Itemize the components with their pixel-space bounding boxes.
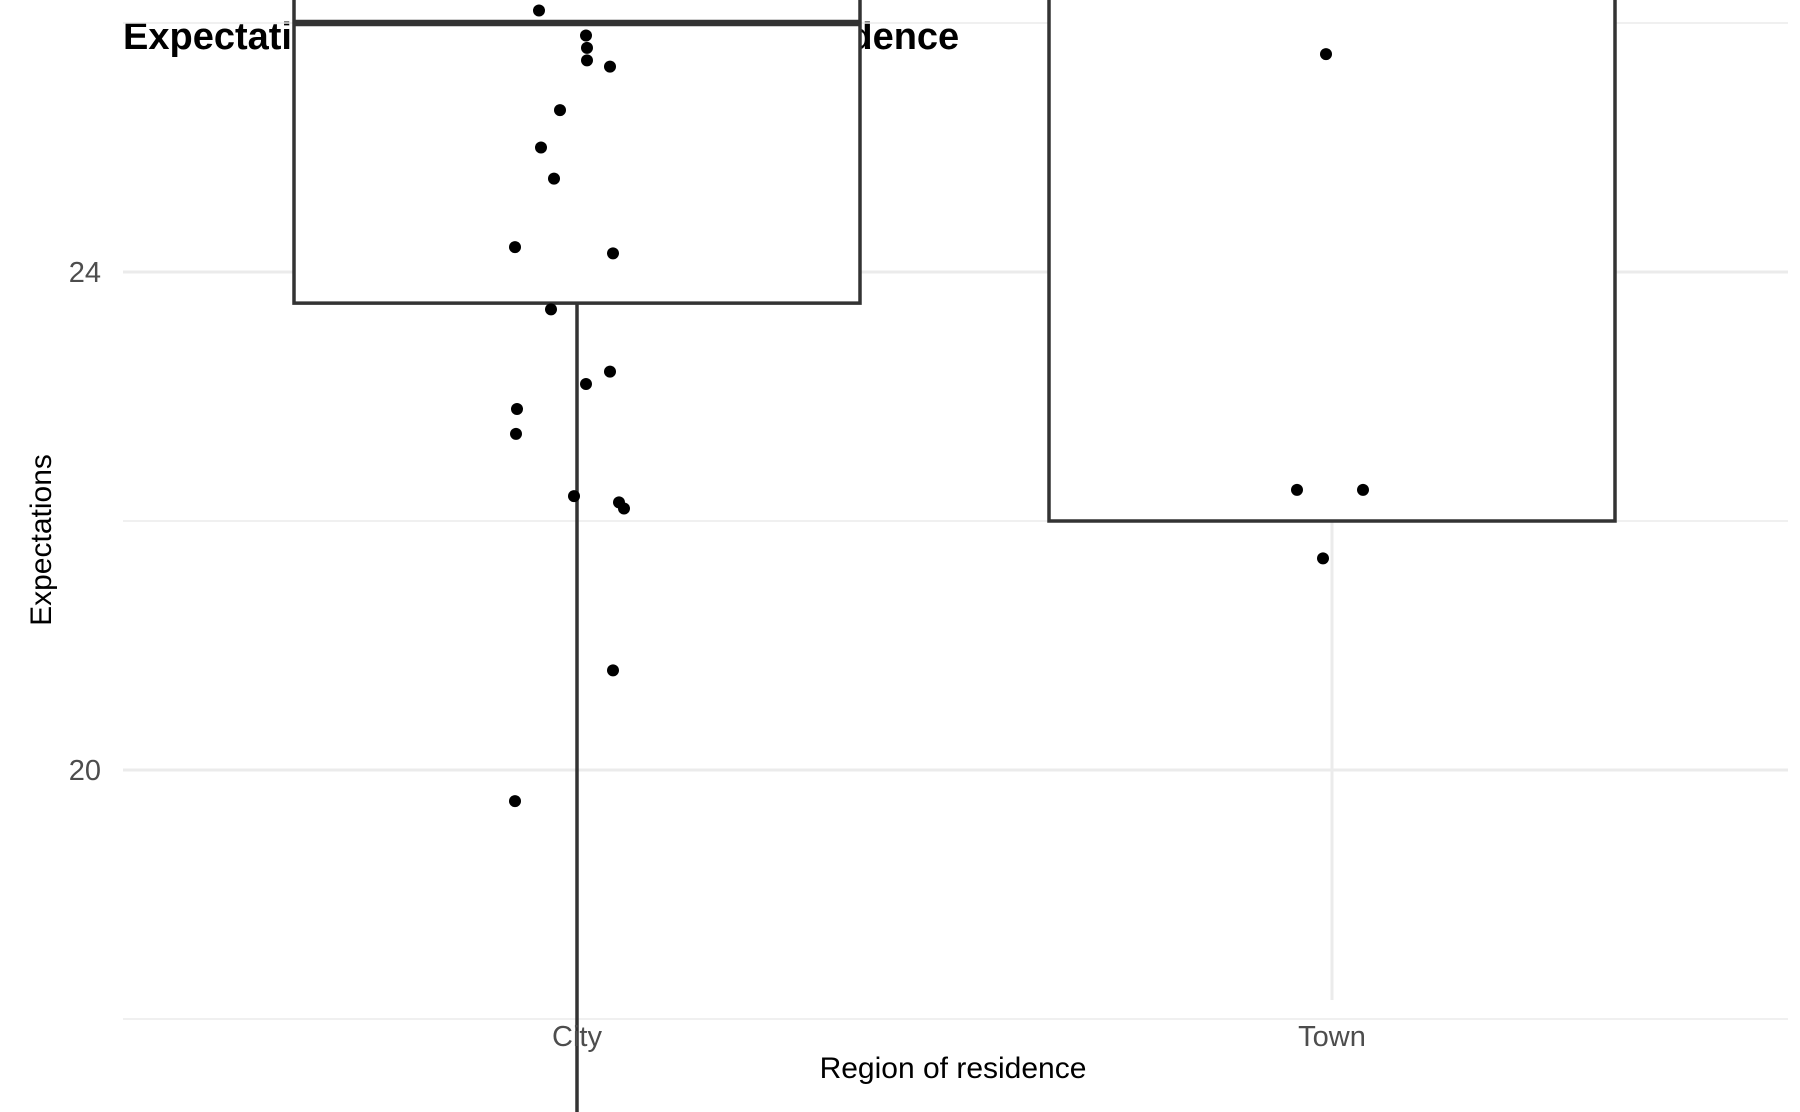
data-point — [580, 378, 592, 391]
data-point — [618, 502, 630, 515]
data-point — [581, 54, 593, 67]
data-point — [509, 795, 521, 808]
box-body — [1047, 0, 1617, 523]
data-point — [580, 29, 592, 42]
data-point — [510, 427, 522, 440]
data-point — [545, 303, 557, 316]
data-point — [604, 60, 616, 73]
data-point — [604, 365, 616, 378]
x-tick-label: Town — [1298, 1021, 1366, 1053]
box-body — [292, 0, 862, 305]
x-axis-label: Region of residence — [819, 1052, 1087, 1085]
data-point — [607, 247, 619, 260]
data-point — [533, 4, 545, 17]
data-point — [1320, 48, 1332, 61]
tick-labels: 202428CityTown — [69, 257, 1366, 1053]
data-point — [568, 490, 580, 503]
data-point — [535, 141, 547, 154]
data-point — [548, 172, 560, 185]
data-point — [509, 241, 521, 254]
boxplots — [292, 0, 1617, 1112]
data-point — [1291, 483, 1303, 496]
data-point — [554, 104, 566, 117]
y-tick-label: 24 — [69, 257, 101, 289]
y-axis-label: Expectations — [25, 454, 58, 626]
data-point — [581, 41, 593, 54]
y-tick-label: 20 — [69, 755, 101, 787]
x-tick-label: City — [552, 1021, 602, 1053]
data-points — [509, 4, 1369, 808]
data-point — [511, 402, 523, 415]
data-point — [607, 664, 619, 677]
data-point — [1357, 483, 1369, 496]
data-point — [1317, 552, 1329, 565]
